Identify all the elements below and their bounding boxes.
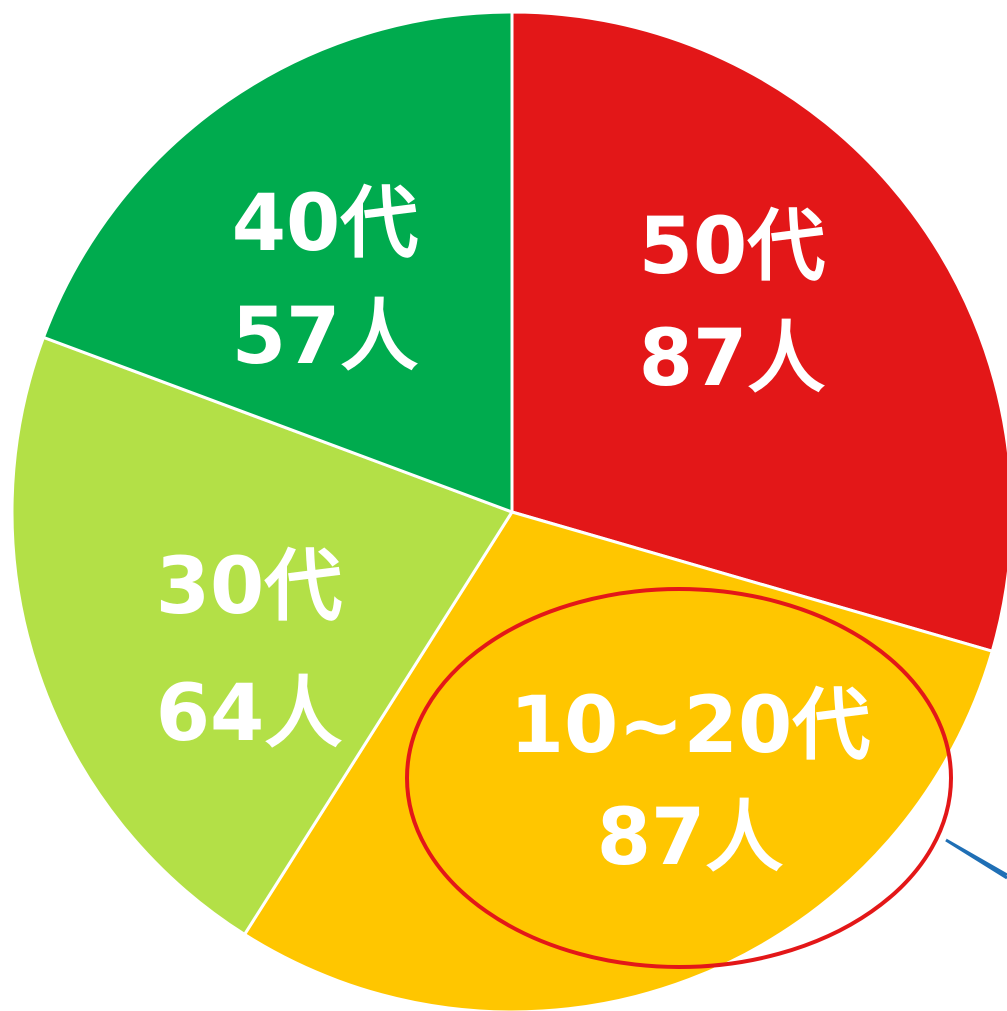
- pie-slices: [10, 10, 1007, 1011]
- slice-value-label: 87人: [597, 793, 784, 883]
- callout-pointer: [945, 838, 1007, 880]
- pie-slice: [41, 10, 514, 515]
- pie-slice: [10, 335, 515, 937]
- highlight-ellipse: [405, 587, 953, 969]
- slice-category-label: 50代: [639, 202, 826, 292]
- slice-category-label: 10~20代: [510, 681, 870, 771]
- slice-value-label: 57人: [232, 292, 419, 382]
- slice-category-label: 40代: [232, 179, 419, 269]
- slice-value-label: 64人: [156, 669, 343, 759]
- pie-slice: [242, 510, 995, 1011]
- pie-labels: 50代 87人 10~20代 87人 30代 64人 40代 57人: [156, 179, 871, 883]
- slice-category-label: 30代: [156, 542, 343, 632]
- pie-slice: [510, 10, 1007, 654]
- slice-value-label: 87人: [639, 314, 826, 404]
